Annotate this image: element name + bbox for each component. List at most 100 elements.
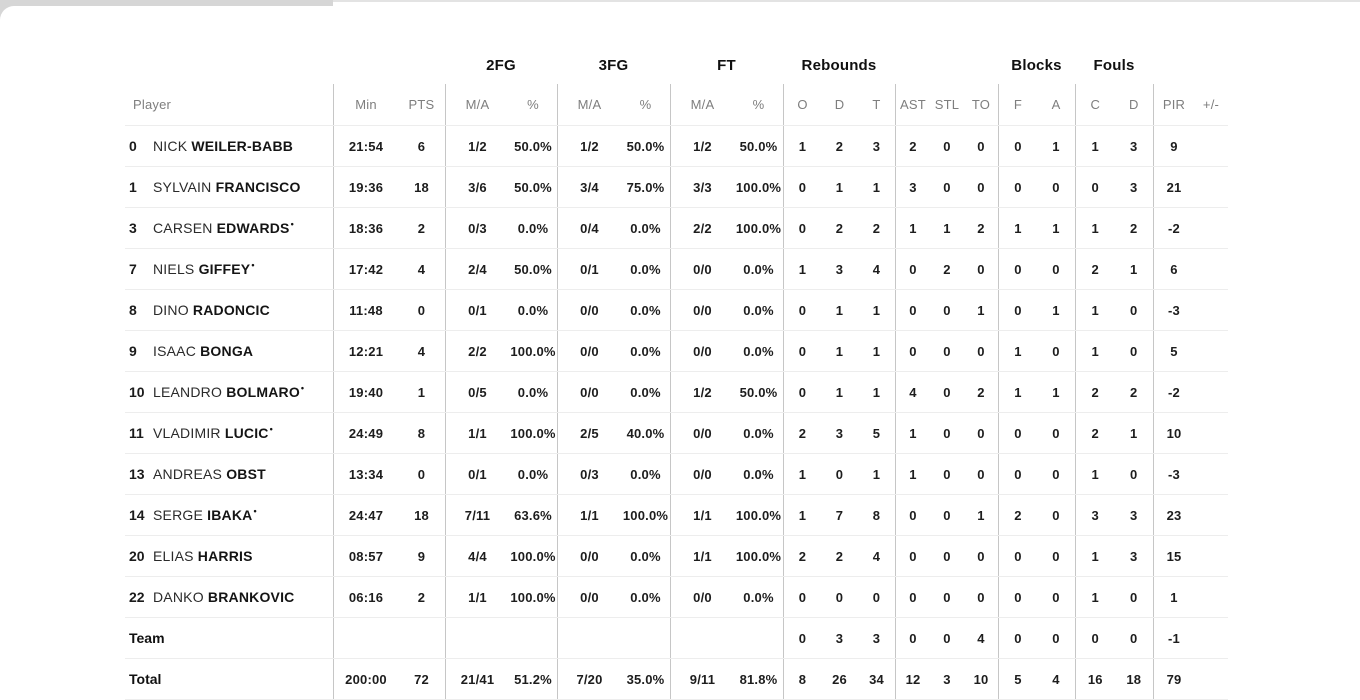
stat-reb_o: 2: [798, 425, 807, 441]
player-cell: 8 DINO RADONCIC: [125, 290, 333, 330]
stat-reb_o: 0: [798, 220, 807, 236]
stat-group: 9: [1153, 126, 1228, 166]
player-last-name: RADONCIC: [192, 302, 270, 318]
player-number: 22: [129, 589, 145, 605]
stat-group: 2/5 40.0%: [557, 413, 670, 453]
stat-group: 0 3 3: [783, 618, 895, 658]
stat-group: 0/1 0.0%: [445, 454, 557, 494]
player-number: 0: [129, 138, 137, 154]
stat-group: 15: [1153, 536, 1228, 576]
stat-min: 21:54: [348, 138, 384, 154]
stat-foul_c: 2: [1091, 384, 1099, 400]
stat-reb_d: 1: [835, 384, 844, 400]
stat-reb_t: 1: [872, 466, 881, 482]
stat-pts: 0: [417, 466, 426, 482]
player-last-name: BOLMARO: [226, 384, 300, 400]
stat-foul_d: 3: [1130, 507, 1138, 523]
stat-fg3_pct: 0.0%: [630, 343, 661, 359]
stat-pts: 8: [417, 425, 426, 441]
table-row: 14 SERGE IBAKA• 24:47 18 7/11 63.6% 1/1 100.0% 1…: [125, 495, 1228, 536]
stat-ft_ma: 1/1: [693, 548, 712, 564]
row-label: Team: [129, 630, 165, 646]
player-cell: 9 ISAAC BONGA: [125, 331, 333, 371]
stat-group: 1 0 0: [895, 454, 998, 494]
stat-foul_d: 1: [1130, 425, 1138, 441]
stat-reb_d: 3: [835, 425, 844, 441]
stat-group: 1/2 50.0%: [557, 126, 670, 166]
stat-ft_pct: 50.0%: [739, 384, 778, 400]
stat-ast: 1: [909, 466, 917, 482]
stat-group: 0 0 0: [895, 577, 998, 617]
stat-group: 1 1 2: [895, 208, 998, 248]
stat-min: 08:57: [348, 548, 384, 564]
stat-group: 0/4 0.0%: [557, 208, 670, 248]
stat-group: 0/0 0.0%: [670, 331, 783, 371]
stat-pir: -2: [1168, 384, 1180, 400]
stat-fg3_pct: 100.0%: [622, 507, 669, 523]
stat-foul_d: 0: [1130, 589, 1138, 605]
stat-blk_f: 0: [1014, 466, 1022, 482]
stat-reb_d: 1: [835, 302, 844, 318]
stat-group: 6: [1153, 249, 1228, 289]
player-first-name: DANKO: [153, 589, 208, 605]
col-header-reb-o: O: [797, 97, 808, 112]
stat-ft_pct: 100.0%: [735, 220, 782, 236]
stat-to: 0: [977, 548, 985, 564]
stat-foul_c: 1: [1091, 220, 1099, 236]
stat-group: 0 0 4: [895, 618, 998, 658]
stat-ft_pct: 81.8%: [739, 671, 778, 687]
stat-reb_o: 8: [798, 671, 807, 687]
player-cell: Total: [125, 659, 333, 699]
stat-group: 10: [1153, 413, 1228, 453]
table-row: 8 DINO RADONCIC 11:48 0 0/1 0.0% 0/0 0.0% 0/0 0.0…: [125, 290, 1228, 331]
stat-pir: -1: [1168, 630, 1180, 646]
stat-group: 21/41 51.2%: [445, 659, 557, 699]
stat-reb_o: 1: [798, 138, 807, 154]
stat-to: 0: [977, 589, 985, 605]
player-number: 8: [129, 302, 137, 318]
stat-blk_f: 0: [1014, 630, 1022, 646]
table-row: 13 ANDREAS OBST 13:34 0 0/1 0.0% 0/3 0.0% 0/0 0.0…: [125, 454, 1228, 495]
table-row: 3 CARSEN EDWARDS• 18:36 2 0/3 0.0% 0/4 0.0% 2/2 1…: [125, 208, 1228, 249]
stat-group: 17:42 4: [333, 249, 445, 289]
stat-fg2_ma: 2/2: [468, 343, 487, 359]
player-name: NICK WEILER-BABB: [153, 138, 293, 154]
col-header-ft-ma: M/A: [690, 97, 715, 112]
player-cell: 3 CARSEN EDWARDS•: [125, 208, 333, 248]
stat-group: 0/0 0.0%: [670, 577, 783, 617]
top-hairline: [0, 0, 1360, 2]
stat-group: 200:00 72: [333, 659, 445, 699]
col-header-min: Min: [355, 97, 377, 112]
table-row: Total 200:00 72 21/41 51.2% 7/20 35.0% 9/11 81.8…: [125, 659, 1228, 700]
stat-group: -3: [1153, 454, 1228, 494]
stat-group: 7/11 63.6%: [445, 495, 557, 535]
player-last-name: BRANKOVIC: [207, 589, 295, 605]
stat-foul_c: 2: [1091, 425, 1099, 441]
player-last-name: HARRIS: [197, 548, 253, 564]
stat-pir: -3: [1168, 466, 1180, 482]
stat-reb_t: 1: [872, 343, 881, 359]
stat-fg3_ma: 0/0: [580, 302, 599, 318]
stat-group: 1/1 100.0%: [557, 495, 670, 535]
player-number: 14: [129, 507, 145, 523]
stat-fg3_pct: 40.0%: [626, 425, 665, 441]
stat-fg2_ma: 4/4: [468, 548, 487, 564]
stat-pts: 18: [414, 179, 429, 195]
stat-group: 0 2 0: [895, 249, 998, 289]
stat-group: 21:54 6: [333, 126, 445, 166]
starter-mark: •: [290, 219, 294, 230]
stat-fg2_ma: 1/1: [468, 589, 487, 605]
stat-min: 13:34: [348, 466, 384, 482]
stat-ft_ma: 0/0: [693, 589, 712, 605]
player-name: DINO RADONCIC: [153, 302, 270, 318]
stat-min: 18:36: [348, 220, 384, 236]
stat-stl: 2: [943, 261, 951, 277]
stat-foul_d: 3: [1130, 138, 1138, 154]
stat-ft_ma: 0/0: [693, 466, 712, 482]
